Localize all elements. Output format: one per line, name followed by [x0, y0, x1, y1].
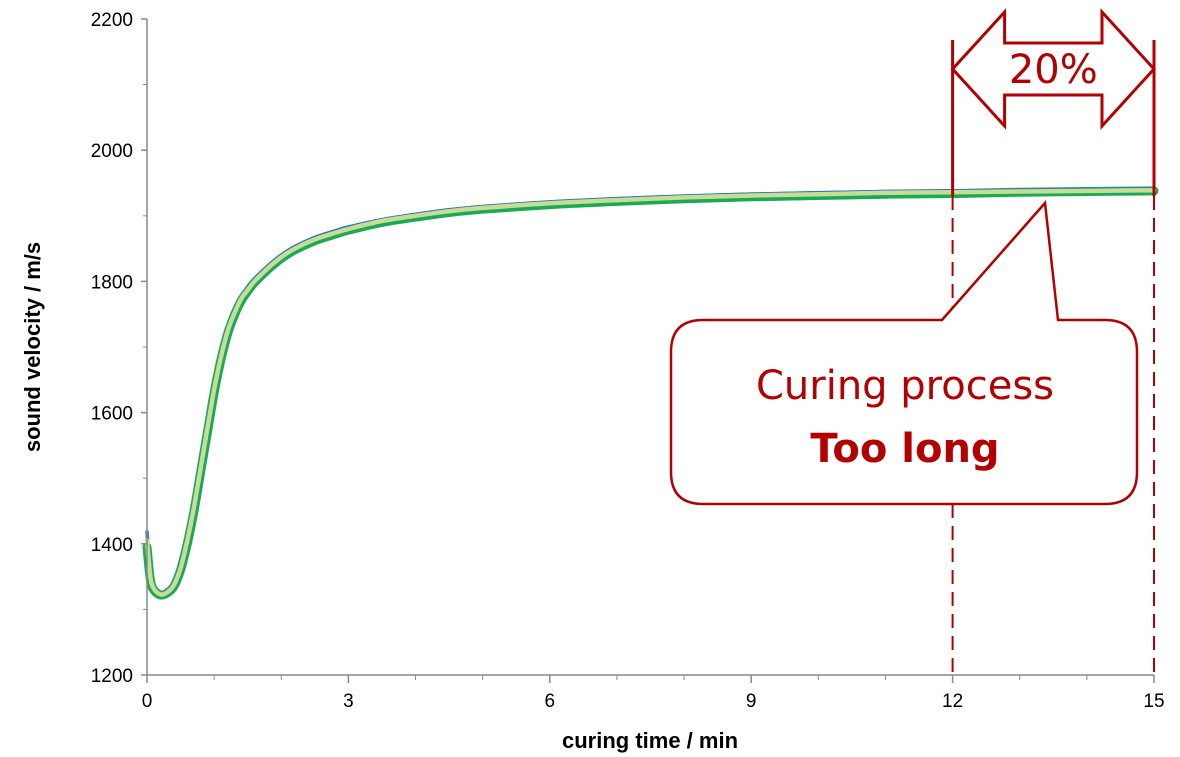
y-tick-label: 1400 — [91, 535, 133, 556]
series-layer — [142, 186, 1159, 600]
y-tick-label: 1800 — [91, 272, 133, 293]
y-axis-title: sound velocity / m/s — [20, 242, 45, 452]
x-tick-label: 15 — [1143, 691, 1164, 712]
y-tick-label: 2200 — [91, 10, 133, 31]
x-tick-label: 0 — [142, 691, 153, 712]
double-arrow-icon — [950, 8, 1157, 130]
callout-box — [669, 200, 1139, 506]
x-axis-title: curing time / min — [562, 728, 738, 753]
axes: 1200 1400 1600 1800 2000 2200 0 3 6 9 12 15 — [91, 10, 1165, 712]
x-tick-label: 12 — [942, 691, 963, 712]
y-tick-label: 2000 — [91, 141, 133, 162]
callout-line2: Too long — [810, 426, 999, 472]
y-tick-label: 1200 — [91, 666, 133, 687]
x-tick-label: 9 — [746, 691, 757, 712]
x-tick-label: 3 — [343, 691, 354, 712]
y-tick-label: 1600 — [91, 404, 133, 425]
callout-line1: Curing process — [756, 363, 1054, 409]
x-tick-label: 6 — [545, 691, 556, 712]
bracket-label: 20% — [1009, 47, 1098, 93]
x-ticks: 0 3 6 9 12 15 — [142, 675, 1165, 712]
y-ticks: 1200 1400 1600 1800 2000 2200 — [91, 10, 147, 687]
series-line-3 — [144, 187, 1157, 597]
annotation-layer: 20% Curing process Too long — [669, 8, 1157, 675]
